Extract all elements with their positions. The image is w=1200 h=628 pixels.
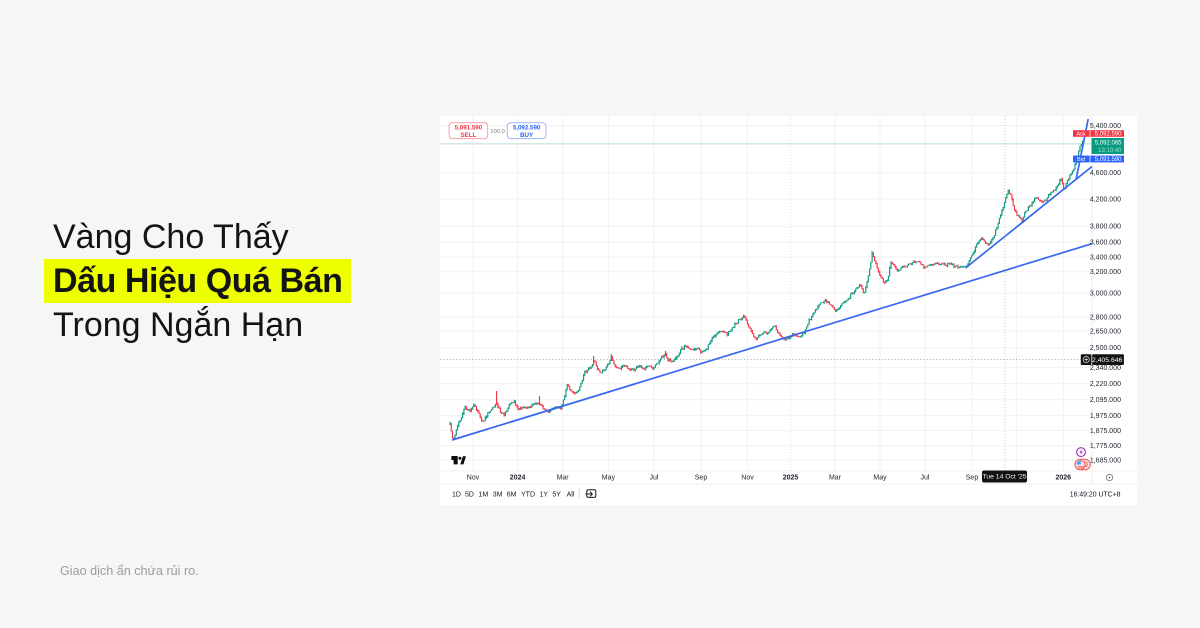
svg-text:2025: 2025 (783, 474, 799, 481)
svg-text:4,200.000: 4,200.000 (1090, 196, 1121, 203)
svg-text:Ask: Ask (1076, 131, 1086, 137)
svg-text:1,875.000: 1,875.000 (1090, 428, 1121, 435)
svg-text:6M: 6M (507, 491, 517, 498)
svg-text:2,500.000: 2,500.000 (1090, 345, 1121, 352)
svg-text:5,400.000: 5,400.000 (1090, 123, 1121, 130)
svg-text:4,600.000: 4,600.000 (1090, 170, 1121, 177)
svg-text:1D: 1D (452, 491, 461, 498)
svg-text:5D: 5D (465, 491, 474, 498)
svg-text:3,000.000: 3,000.000 (1090, 290, 1121, 297)
svg-text:Mar: Mar (557, 474, 570, 481)
svg-text:5,092.065: 5,092.065 (1095, 141, 1122, 147)
svg-text:BUY: BUY (520, 132, 534, 139)
svg-text:100.0: 100.0 (490, 129, 505, 135)
svg-text:2,095.000: 2,095.000 (1090, 397, 1121, 404)
svg-text:3,200.000: 3,200.000 (1090, 269, 1121, 276)
svg-text:YTD: YTD (521, 491, 535, 498)
svg-text:May: May (873, 474, 887, 481)
svg-text:1M: 1M (478, 491, 488, 498)
svg-text:3M: 3M (493, 491, 503, 498)
svg-text:Jul: Jul (921, 474, 930, 481)
svg-text:All: All (567, 491, 575, 498)
svg-text:Nov: Nov (467, 474, 480, 481)
svg-text:16:49:20 UTC+8: 16:49:20 UTC+8 (1070, 492, 1121, 499)
svg-text:5,091.590: 5,091.590 (1095, 157, 1122, 163)
svg-text:Bid: Bid (1077, 157, 1085, 163)
svg-text:5Y: 5Y (552, 491, 561, 498)
svg-text:SELL: SELL (460, 132, 476, 139)
svg-text:2,650.000: 2,650.000 (1090, 328, 1121, 335)
svg-text:Sep: Sep (695, 474, 708, 481)
svg-text:1,975.000: 1,975.000 (1090, 413, 1121, 420)
svg-text:3,400.000: 3,400.000 (1090, 254, 1121, 261)
svg-text:Nov: Nov (741, 474, 754, 481)
svg-text:5,092.590: 5,092.590 (1095, 132, 1122, 138)
svg-text:May: May (602, 474, 616, 481)
svg-text:2024: 2024 (510, 474, 526, 481)
svg-text:2,800.000: 2,800.000 (1090, 314, 1121, 321)
svg-text:13:10:40: 13:10:40 (1098, 148, 1122, 154)
svg-text:2,340.000: 2,340.000 (1090, 365, 1121, 372)
svg-text:Tue 14 Oct '25: Tue 14 Oct '25 (982, 474, 1026, 481)
svg-text:Mar: Mar (829, 474, 842, 481)
svg-text:Sep: Sep (966, 474, 979, 481)
svg-text:2,405.646: 2,405.646 (1092, 357, 1122, 364)
svg-text:1Y: 1Y (540, 491, 549, 498)
svg-text:2026: 2026 (1056, 474, 1072, 481)
svg-text:3,800.000: 3,800.000 (1090, 224, 1121, 231)
svg-text:1,685.000: 1,685.000 (1090, 457, 1121, 464)
svg-text:5,092.590: 5,092.590 (513, 125, 541, 132)
svg-text:Jul: Jul (650, 474, 659, 481)
svg-text:5,091.590: 5,091.590 (455, 125, 483, 132)
svg-text:2,220.000: 2,220.000 (1090, 381, 1121, 388)
svg-text:3,600.000: 3,600.000 (1090, 239, 1121, 246)
svg-text:1,775.000: 1,775.000 (1090, 443, 1121, 450)
